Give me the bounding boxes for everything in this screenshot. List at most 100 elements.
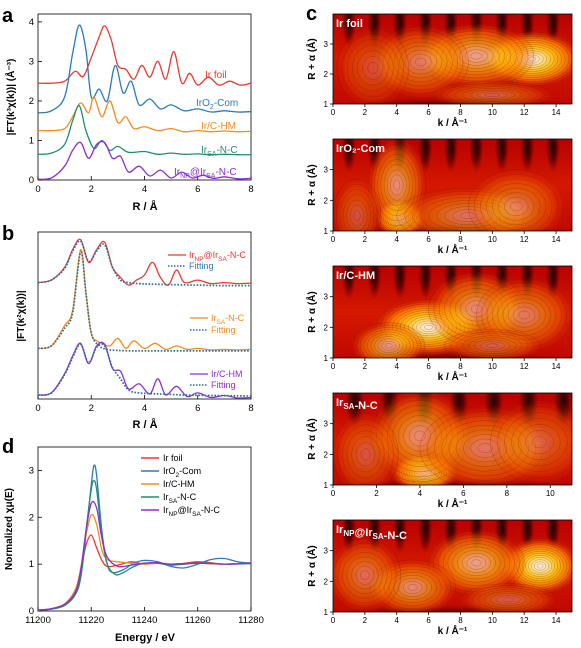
panel-b-x-tick-label-8: 8 — [248, 403, 253, 414]
heatmap-x-tick-label-0-2: 2 — [363, 108, 368, 117]
heatmap-x-tick-label-0-12: 12 — [520, 108, 529, 117]
heatmap-contour-4-4 — [490, 593, 527, 606]
heatmap-contour-3-3 — [525, 430, 554, 455]
heatmap-dark-lobe-4 — [392, 520, 408, 554]
heatmap-dark-lobe-2 — [392, 266, 408, 300]
heatmap-x-tick-label-1-10: 10 — [488, 235, 497, 244]
heatmap-contour-2-4 — [480, 341, 505, 350]
heatmap-contour-2-4 — [444, 329, 541, 358]
panel-a-ft-k3-chart: 0 2 4 6 8 0 1 2 3 4 R / Å |FT(k³χ(k))| (Å⁻³) Ir f… — [4, 13, 254, 213]
heatmap-contour-2-3 — [518, 310, 530, 320]
annotation-ir-c-hm: Ir/C-HM — [201, 121, 236, 132]
heatmap-x-tick-label-4-12: 12 — [520, 616, 529, 625]
legend-label-iro2-com: IrO2-Com — [163, 466, 201, 479]
heatmap-x-tick-label-2-8: 8 — [458, 362, 463, 371]
heatmap-dark-lobe-1 — [341, 139, 357, 173]
heatmap-frame-1 — [332, 138, 573, 232]
heatmap-contour-2-1 — [381, 340, 397, 351]
heatmap-frame-4 — [332, 519, 573, 613]
heatmap-x-tick-label-1-6: 6 — [426, 235, 431, 244]
heatmap-contour-2-3 — [508, 302, 541, 328]
heatmap-contour-1-3 — [468, 169, 565, 231]
heatmap-contour-4-0 — [531, 559, 550, 573]
heatmap-contour-1-3 — [480, 178, 553, 231]
heatmap-contour-0-2 — [415, 57, 427, 67]
heatmap-contour-1-3 — [510, 201, 523, 212]
heatmap-contour-4-1 — [461, 553, 491, 573]
heatmap-contour-1-4 — [346, 199, 368, 231]
legend-label-fitting-1: Fitting — [189, 261, 214, 271]
heatmap-contour-2-1 — [377, 338, 400, 353]
panel-a-axes: 0 2 4 6 8 0 1 2 3 4 — [29, 17, 254, 195]
heatmap-contour-2-3 — [513, 306, 535, 324]
heatmap-contour-4-3 — [342, 552, 388, 599]
heatmap-x-tick-label-3-10: 10 — [546, 489, 555, 498]
heatmap-contour-2-4 — [474, 339, 511, 352]
heatmap-x-axis-label-4: k / Å⁻¹ — [438, 624, 468, 637]
heatmap-contour-1-3 — [474, 174, 559, 231]
heatmap-body-4 — [333, 520, 572, 612]
annotation-ir-sa-n-c: IrSA-N-C — [201, 145, 238, 158]
heatmap-contour-0-3 — [432, 81, 553, 104]
heatmap-title-ir-sa-n-c: IrSA-N-C — [336, 397, 378, 412]
heatmap-contour-0-4 — [347, 38, 399, 98]
heatmap-y-tick-label-0-1: 1 — [324, 100, 329, 109]
heatmap-blob-2-1 — [350, 321, 427, 358]
heatmap-contour-4-2 — [402, 581, 423, 594]
heatmap-contour-4-4 — [502, 597, 515, 602]
heatmap-title-iro-com: IrO₂-Com — [336, 143, 385, 155]
heatmap-contour-3-4 — [337, 418, 394, 485]
heatmap-contour-1-1 — [393, 179, 401, 191]
heatmap-blob-3-4 — [333, 410, 401, 485]
heatmap-contour-0-3 — [477, 91, 508, 99]
legend-label-ir-np-ir-sa-n-c-d: IrNP@IrSA-N-C — [163, 505, 220, 518]
heatmap-contour-3-3 — [532, 435, 547, 449]
heatmap-x-tick-label-1-4: 4 — [395, 235, 400, 244]
panel-d-x-tick-label-11220: 11220 — [78, 615, 104, 626]
heatmap-contour-4-0 — [537, 563, 544, 569]
panel-b-x-tick-label-2: 2 — [89, 403, 94, 414]
heatmap-frame-0 — [332, 13, 573, 105]
heatmap-contour-4-4 — [484, 591, 533, 608]
panel-d-x-tick-label-11240: 11240 — [132, 615, 158, 626]
heatmap-dark-lobe-1 — [545, 139, 561, 173]
heatmap-contour-4-1 — [447, 543, 506, 583]
heatmap-contour-1-1 — [386, 169, 407, 201]
panel-b-y-axis-label: |FT(k²χ(k))| — [16, 290, 27, 342]
heatmap-contour-0-4 — [362, 56, 384, 80]
heatmap-contour-2-1 — [356, 324, 422, 358]
heatmap-dark-lobe-1 — [443, 139, 459, 173]
heatmap-contour-4-1 — [442, 540, 511, 586]
heatmap-x-tick-label-3-4: 4 — [418, 489, 423, 498]
heatmap-y-tick-label-4-1: 1 — [324, 608, 329, 617]
legend-label-ir-c-hm-d: Ir/C-HM — [163, 479, 195, 489]
panel-a-y-tick-label-1: 1 — [29, 135, 34, 146]
heatmap-y-tick-label-1-1: 1 — [324, 227, 329, 236]
heatmap-x-tick-label-1-2: 2 — [363, 235, 368, 244]
heatmap-x-tick-label-2-6: 6 — [426, 362, 431, 371]
heatmap-dark-lobe-2 — [341, 266, 357, 300]
heatmap-contour-2-1 — [370, 334, 407, 358]
heatmap-blob-2-4 — [441, 328, 544, 358]
heatmap-contour-0-4 — [336, 27, 409, 104]
heatmap-y-tick-label-1-3: 3 — [324, 166, 329, 175]
heatmap-contour-4-3 — [333, 542, 397, 608]
heatmap-blob-4-4 — [457, 582, 560, 612]
heatmap-contour-3-3 — [497, 406, 572, 478]
heatmap-contour-3-3 — [490, 400, 572, 484]
panel-a-x-tick-label-4: 4 — [142, 184, 147, 195]
heatmap-contour-4-1 — [471, 559, 482, 567]
panel-d-y-tick-label-0: 0 — [29, 606, 34, 617]
heatmap-y-tick-label-2-3: 3 — [324, 293, 329, 302]
heatmap-y-axis-label-2: R + α (Å) — [305, 291, 318, 332]
heatmap-x-tick-label-4-8: 8 — [458, 616, 463, 625]
heatmap-x-tick-label-4-4: 4 — [395, 616, 400, 625]
heatmap-blob-3-3 — [487, 397, 572, 485]
heatmap-x-tick-label-2-10: 10 — [488, 362, 497, 371]
heatmap-blob-1-3 — [465, 167, 568, 231]
panel-label-a: a — [2, 5, 14, 27]
panel-b-axes: 0 2 4 6 8 — [35, 395, 254, 414]
panel-d-x-axis-label: Energy / eV — [115, 632, 176, 644]
